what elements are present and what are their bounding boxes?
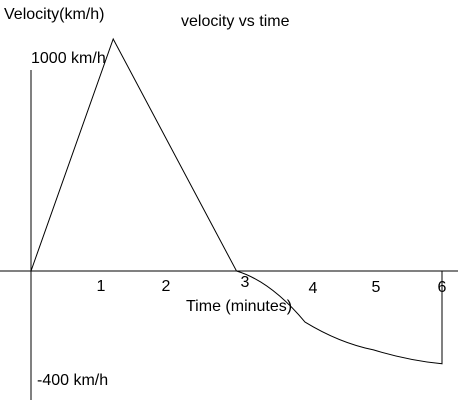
x-tick-label-5: 5 xyxy=(372,279,381,296)
velocity-series-line xyxy=(30,37,443,365)
x-tick-label-2: 2 xyxy=(162,278,171,295)
x-axis-label: Time (minutes) xyxy=(186,298,292,315)
x-tick-label-1: 1 xyxy=(97,278,106,295)
y-tick-label-top: 1000 km/h xyxy=(31,50,106,67)
x-tick-labels: 1 2 3 4 5 6 xyxy=(97,274,447,297)
chart-title: velocity vs time xyxy=(181,13,290,30)
y-axis-label: Velocity(km/h) xyxy=(4,6,104,23)
x-tick-label-3: 3 xyxy=(241,274,250,291)
x-tick-label-6: 6 xyxy=(438,279,447,296)
y-tick-label-bottom: -400 km/h xyxy=(37,372,108,389)
x-tick-label-4: 4 xyxy=(309,280,318,297)
